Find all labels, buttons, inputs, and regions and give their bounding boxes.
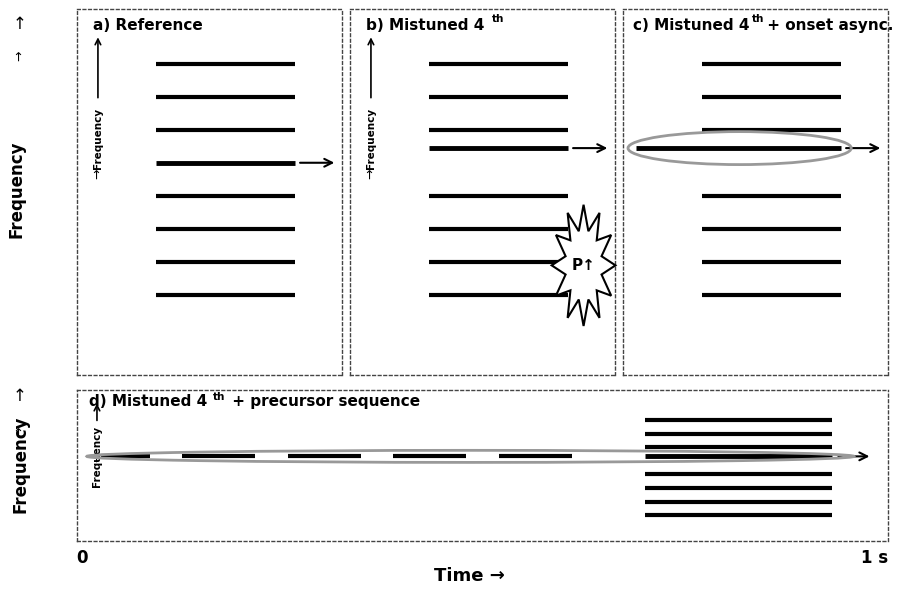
Text: Frequency: Frequency xyxy=(366,108,376,169)
Text: th: th xyxy=(751,14,764,24)
Text: →: → xyxy=(90,451,104,462)
Text: →: → xyxy=(91,168,105,179)
Text: →: → xyxy=(364,168,377,179)
Text: + onset async.: + onset async. xyxy=(762,18,894,33)
Text: 0: 0 xyxy=(77,550,88,567)
Text: b) Mistuned 4: b) Mistuned 4 xyxy=(365,18,484,33)
Text: Frequency: Frequency xyxy=(92,426,102,488)
Text: 1 s: 1 s xyxy=(861,550,888,567)
Text: Frequency: Frequency xyxy=(93,108,103,169)
Text: →: → xyxy=(14,426,26,437)
Text: Frequency: Frequency xyxy=(12,415,30,512)
Text: c) Mistuned 4: c) Mistuned 4 xyxy=(633,18,750,33)
Text: P↑: P↑ xyxy=(572,258,595,273)
Text: →: → xyxy=(14,51,26,61)
Text: + precursor sequence: + precursor sequence xyxy=(227,394,420,409)
Text: th: th xyxy=(213,392,226,402)
Text: a) Reference: a) Reference xyxy=(93,18,202,33)
Text: ↑: ↑ xyxy=(13,387,27,405)
Text: ↑: ↑ xyxy=(13,15,27,33)
Text: Time →: Time → xyxy=(434,567,504,585)
Text: Frequency: Frequency xyxy=(7,141,25,238)
Text: d) Mistuned 4: d) Mistuned 4 xyxy=(88,394,207,409)
Text: th: th xyxy=(492,14,504,24)
Polygon shape xyxy=(552,204,615,326)
